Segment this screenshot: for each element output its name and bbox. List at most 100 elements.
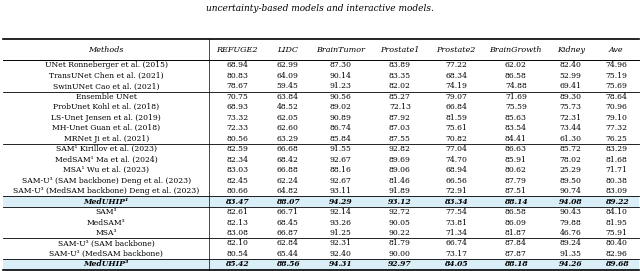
Text: 90.05: 90.05 bbox=[389, 218, 411, 227]
Bar bbox=[3, 259, 639, 270]
Text: 75.69: 75.69 bbox=[605, 82, 627, 90]
Text: 84.05: 84.05 bbox=[444, 260, 468, 268]
Text: 82.45: 82.45 bbox=[227, 177, 248, 185]
Text: 63.29: 63.29 bbox=[276, 135, 299, 143]
Text: 72.31: 72.31 bbox=[560, 114, 582, 122]
Text: 86.58: 86.58 bbox=[505, 208, 527, 216]
Text: UNet Ronneberger et al. (2015): UNet Ronneberger et al. (2015) bbox=[45, 62, 168, 69]
Text: 84.41: 84.41 bbox=[505, 135, 527, 143]
Text: 83.34: 83.34 bbox=[444, 198, 468, 206]
Text: 71.69: 71.69 bbox=[505, 93, 527, 101]
Text: 59.45: 59.45 bbox=[276, 82, 299, 90]
Text: 78.02: 78.02 bbox=[560, 156, 582, 164]
Text: 62.84: 62.84 bbox=[276, 240, 299, 247]
Text: 85.72: 85.72 bbox=[560, 145, 582, 153]
Text: 73.44: 73.44 bbox=[560, 124, 582, 132]
Text: Ave: Ave bbox=[609, 46, 624, 54]
Text: 86.09: 86.09 bbox=[505, 218, 527, 227]
Text: ProbUnet Kohl et al. (2018): ProbUnet Kohl et al. (2018) bbox=[53, 103, 159, 111]
Text: 91.25: 91.25 bbox=[330, 229, 352, 237]
Text: 73.17: 73.17 bbox=[445, 250, 467, 258]
Text: MedSAM³: MedSAM³ bbox=[87, 218, 125, 227]
Text: 82.34: 82.34 bbox=[226, 156, 248, 164]
Text: uncertainty-based models and interactive models.: uncertainty-based models and interactive… bbox=[206, 4, 434, 13]
Text: 91.55: 91.55 bbox=[330, 145, 352, 153]
Text: 85.42: 85.42 bbox=[225, 260, 249, 268]
Text: 75.91: 75.91 bbox=[605, 229, 627, 237]
Text: 70.96: 70.96 bbox=[605, 103, 627, 111]
Text: 92.67: 92.67 bbox=[330, 177, 352, 185]
Text: 92.67: 92.67 bbox=[330, 156, 352, 164]
Text: 88.14: 88.14 bbox=[504, 198, 528, 206]
Text: 80.83: 80.83 bbox=[226, 72, 248, 80]
Text: 82.40: 82.40 bbox=[560, 62, 582, 69]
Text: 87.84: 87.84 bbox=[505, 240, 527, 247]
Text: 79.88: 79.88 bbox=[560, 218, 582, 227]
Text: 91.35: 91.35 bbox=[560, 250, 582, 258]
Text: 92.97: 92.97 bbox=[388, 260, 412, 268]
Text: 70.82: 70.82 bbox=[445, 135, 467, 143]
Text: SwinUNet Cao et al. (2021): SwinUNet Cao et al. (2021) bbox=[53, 82, 159, 90]
Text: 88.56: 88.56 bbox=[276, 260, 300, 268]
Text: 87.92: 87.92 bbox=[389, 114, 411, 122]
Text: 80.54: 80.54 bbox=[227, 250, 248, 258]
Text: 83.09: 83.09 bbox=[605, 187, 627, 195]
Text: 62.02: 62.02 bbox=[505, 62, 527, 69]
Text: 80.62: 80.62 bbox=[505, 166, 527, 174]
Text: 90.22: 90.22 bbox=[389, 229, 411, 237]
Text: 48.52: 48.52 bbox=[276, 103, 299, 111]
Text: 68.42: 68.42 bbox=[276, 156, 299, 164]
Text: 74.19: 74.19 bbox=[445, 82, 467, 90]
Text: TransUNet Chen et al. (2021): TransUNet Chen et al. (2021) bbox=[49, 72, 163, 80]
Text: 75.19: 75.19 bbox=[605, 72, 627, 80]
Text: 87.30: 87.30 bbox=[330, 62, 352, 69]
Text: 66.74: 66.74 bbox=[445, 240, 467, 247]
Text: 92.31: 92.31 bbox=[330, 240, 352, 247]
Text: 68.94: 68.94 bbox=[445, 166, 467, 174]
Text: 77.04: 77.04 bbox=[445, 145, 467, 153]
Text: MRNet Ji et al. (2021): MRNet Ji et al. (2021) bbox=[63, 135, 148, 143]
Text: 90.14: 90.14 bbox=[330, 72, 352, 80]
Text: 68.94: 68.94 bbox=[227, 62, 248, 69]
Text: 81.79: 81.79 bbox=[389, 240, 411, 247]
Text: 94.31: 94.31 bbox=[329, 260, 353, 268]
Text: MH-Unet Guan et al. (2018): MH-Unet Guan et al. (2018) bbox=[52, 124, 160, 132]
Text: 89.68: 89.68 bbox=[605, 260, 628, 268]
Text: 70.75: 70.75 bbox=[227, 93, 248, 101]
Text: 90.74: 90.74 bbox=[560, 187, 582, 195]
Text: 75.59: 75.59 bbox=[505, 103, 527, 111]
Text: 92.72: 92.72 bbox=[389, 208, 411, 216]
Text: LIDC: LIDC bbox=[277, 46, 298, 54]
Text: 83.35: 83.35 bbox=[389, 72, 411, 80]
Text: 86.74: 86.74 bbox=[330, 124, 352, 132]
Text: 66.87: 66.87 bbox=[276, 229, 299, 237]
Text: 61.30: 61.30 bbox=[560, 135, 582, 143]
Text: 80.38: 80.38 bbox=[605, 177, 627, 185]
Text: SAM¹ Kirillov et al. (2023): SAM¹ Kirillov et al. (2023) bbox=[56, 145, 157, 153]
Text: 62.05: 62.05 bbox=[276, 114, 299, 122]
Text: 83.08: 83.08 bbox=[226, 229, 248, 237]
Text: 73.32: 73.32 bbox=[226, 114, 248, 122]
Text: 82.02: 82.02 bbox=[389, 82, 411, 90]
Text: 68.34: 68.34 bbox=[445, 72, 467, 80]
Text: BrainGrowth: BrainGrowth bbox=[490, 46, 542, 54]
Text: 66.88: 66.88 bbox=[276, 166, 299, 174]
Text: MedUHIP³: MedUHIP³ bbox=[83, 260, 129, 268]
Text: 71.34: 71.34 bbox=[445, 229, 467, 237]
Text: MSA³: MSA³ bbox=[95, 229, 117, 237]
Text: 85.91: 85.91 bbox=[505, 156, 527, 164]
Text: SAM-U³ (SAM backbone): SAM-U³ (SAM backbone) bbox=[58, 240, 154, 247]
Text: 83.03: 83.03 bbox=[226, 166, 248, 174]
Text: 90.56: 90.56 bbox=[330, 93, 352, 101]
Text: 93.12: 93.12 bbox=[388, 198, 412, 206]
Text: 82.13: 82.13 bbox=[226, 218, 248, 227]
Text: 90.89: 90.89 bbox=[330, 114, 352, 122]
Text: SAM-U³ (MedSAM backbone) Deng et al. (2023): SAM-U³ (MedSAM backbone) Deng et al. (20… bbox=[13, 187, 199, 195]
Text: 71.71: 71.71 bbox=[605, 166, 627, 174]
Text: 87.51: 87.51 bbox=[505, 187, 527, 195]
Text: 92.82: 92.82 bbox=[389, 145, 411, 153]
Text: 25.29: 25.29 bbox=[560, 166, 582, 174]
Text: 83.29: 83.29 bbox=[605, 145, 627, 153]
Text: 72.33: 72.33 bbox=[226, 124, 248, 132]
Text: 93.26: 93.26 bbox=[330, 218, 352, 227]
